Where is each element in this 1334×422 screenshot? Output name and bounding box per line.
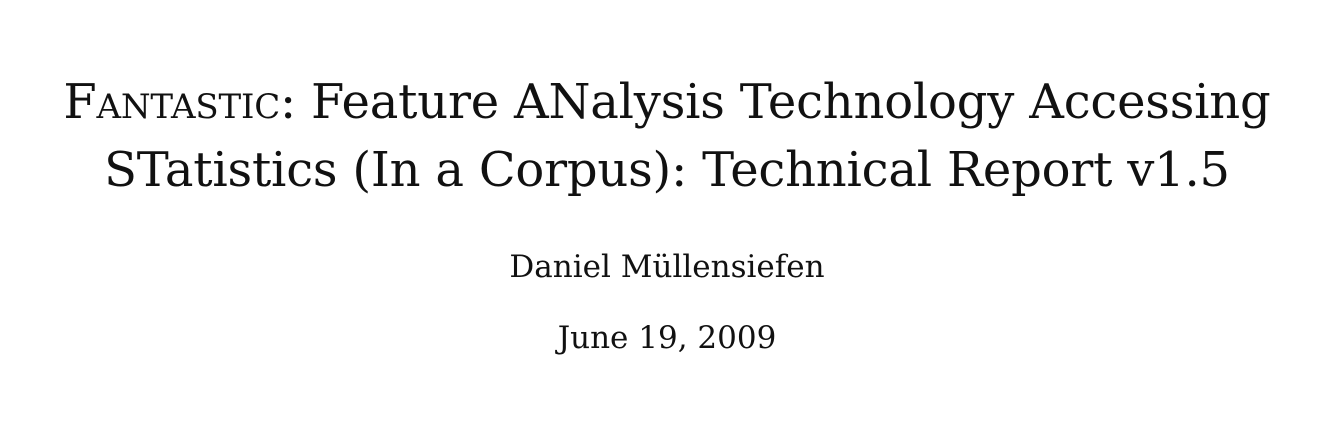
- title-line-2: STatistics (In a Corpus): Technical Repo…: [104, 142, 1230, 198]
- title-line-1-text: : Feature ANalysis Technology Accessing: [280, 74, 1271, 130]
- publication-date: June 19, 2009: [557, 320, 777, 356]
- author-name: Daniel Müllensiefen: [509, 249, 825, 285]
- title-acronym: Fantastic: [63, 74, 281, 130]
- title-line-1: Fantastic: Feature ANalysis Technology A…: [30, 68, 1304, 136]
- document-title: Fantastic: Feature ANalysis Technology A…: [30, 68, 1304, 204]
